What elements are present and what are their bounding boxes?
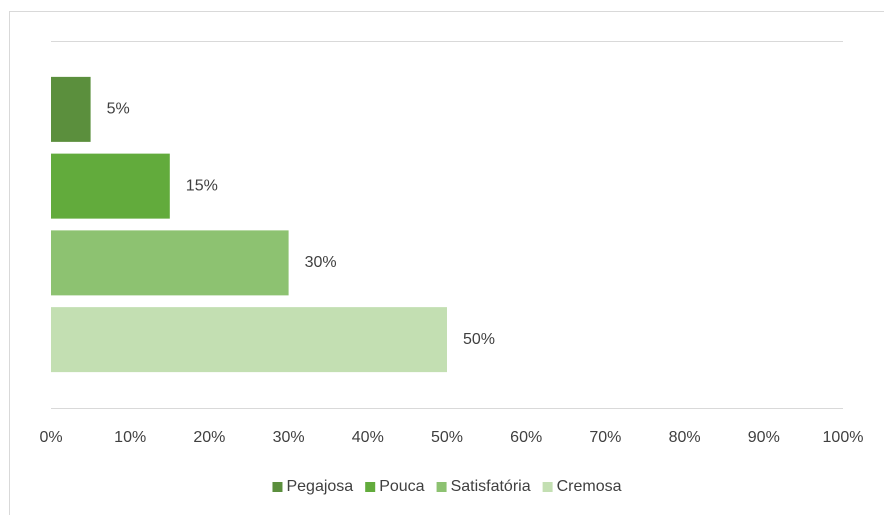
x-tick-label: 50% [431, 429, 463, 446]
chart-frame [9, 11, 884, 515]
data-label: 50% [463, 331, 495, 348]
x-tick-label: 10% [114, 429, 146, 446]
legend-swatch [436, 482, 447, 492]
bar [51, 76, 91, 142]
x-tick-label: 60% [510, 429, 542, 446]
legend-swatch [272, 482, 283, 492]
x-tick-label: 0% [39, 429, 62, 446]
legend-swatch [542, 482, 553, 492]
legend-label: Pegajosa [286, 478, 353, 495]
bar [51, 230, 289, 296]
legend-label: Pouca [379, 478, 424, 495]
x-tick-label: 70% [589, 429, 621, 446]
x-tick-label: 20% [193, 429, 225, 446]
legend-label: Cremosa [557, 478, 622, 495]
x-tick-label: 100% [823, 429, 864, 446]
bar [51, 307, 447, 373]
x-tick-label: 30% [273, 429, 305, 446]
x-tick-label: 90% [748, 429, 780, 446]
legend-label: Satisfatória [451, 478, 531, 495]
data-label: 15% [186, 177, 218, 194]
bar [51, 153, 170, 219]
x-tick-label: 80% [669, 429, 701, 446]
data-label: 30% [305, 254, 337, 271]
x-tick-label: 40% [352, 429, 384, 446]
legend-swatch [365, 482, 376, 492]
data-label: 5% [107, 101, 130, 118]
